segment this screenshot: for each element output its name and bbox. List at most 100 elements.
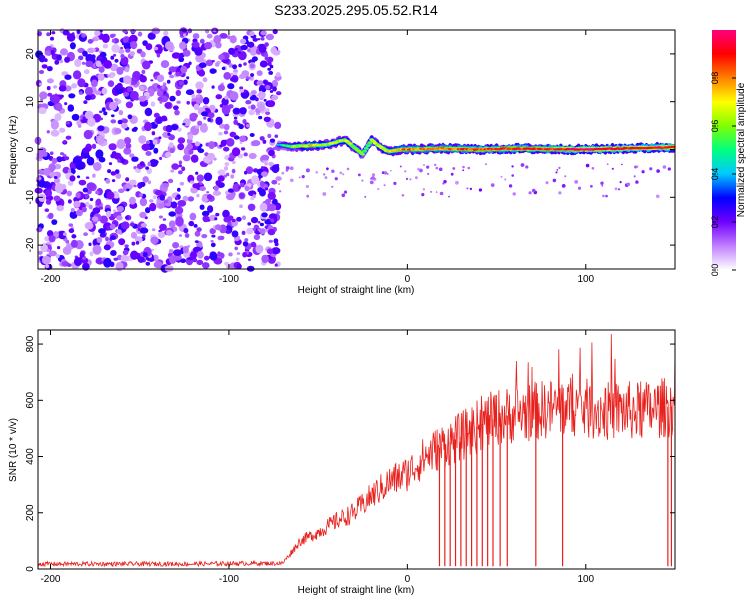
noise-blob: [250, 241, 256, 248]
noise-blob: [168, 220, 176, 229]
noise-blob: [271, 94, 279, 101]
noise-blob: [224, 261, 230, 266]
noise-blob: [55, 254, 60, 259]
noise-blob: [177, 143, 185, 151]
noise-blob: [178, 80, 184, 86]
noise-blob: [242, 215, 246, 220]
noise-blob: [215, 94, 223, 100]
noise-blob: [205, 59, 214, 67]
signal-speck: [326, 167, 329, 171]
noise-blob: [267, 203, 277, 212]
noise-blob: [99, 51, 107, 58]
signal-speck: [358, 173, 361, 177]
noise-blob: [96, 135, 105, 145]
noise-blob: [72, 70, 82, 80]
noise-blob: [198, 62, 207, 68]
snr-panel: -200 -100 0 100 0 200 400 600 800 Height of str…: [8, 329, 676, 596]
noise-blob: [261, 171, 268, 177]
noise-blob: [86, 182, 96, 191]
noise-blob: [46, 86, 51, 91]
noise-blob: [239, 89, 245, 93]
noise-blob: [257, 38, 261, 41]
y-tick-label: 10: [25, 96, 36, 108]
noise-blob: [271, 247, 281, 255]
signal-speck: [564, 175, 567, 178]
noise-blob: [145, 207, 151, 214]
noise-blob: [75, 210, 81, 216]
noise-blob: [36, 139, 41, 144]
noise-blob: [170, 201, 178, 209]
signal-speck: [606, 163, 609, 166]
noise-blob: [242, 241, 249, 247]
noise-blob: [46, 78, 54, 84]
noise-blob: [231, 147, 241, 157]
noise-blob: [256, 80, 265, 86]
noise-blob: [140, 223, 147, 228]
signal-speck: [323, 173, 326, 176]
signal-trace-segment: [670, 145, 676, 148]
noise-blob: [196, 174, 204, 182]
noise-blob: [62, 166, 71, 174]
noise-blob: [129, 179, 137, 186]
signal-speck: [467, 166, 471, 170]
signal-speck: [602, 194, 605, 198]
signal-speck: [485, 163, 487, 166]
noise-blob: [199, 186, 206, 192]
noise-blob: [130, 41, 138, 50]
heatmap-x-axis: -200 -100 0 100: [40, 30, 595, 285]
noise-blob: [195, 125, 200, 129]
noise-blob: [110, 235, 116, 240]
noise-blob: [261, 254, 269, 264]
noise-blob: [135, 241, 140, 245]
signal-speck: [339, 171, 343, 175]
signal-speck: [585, 163, 590, 168]
noise-blob: [210, 240, 214, 243]
noise-blob: [141, 69, 146, 75]
noise-blob: [137, 227, 141, 232]
noise-blob: [259, 60, 268, 68]
noise-blob: [38, 82, 43, 86]
noise-blob: [217, 175, 225, 182]
noise-blob: [246, 124, 250, 128]
noise-blob: [221, 66, 226, 71]
noise-blob: [60, 152, 64, 156]
signal-speck: [556, 169, 559, 171]
noise-blob: [122, 36, 131, 44]
signal-speck: [342, 173, 345, 176]
noise-blob: [260, 30, 267, 36]
noise-blob: [195, 171, 199, 175]
signal-speck: [649, 167, 653, 171]
noise-blob: [152, 195, 157, 200]
noise-blob: [101, 58, 106, 62]
noise-blob: [191, 93, 196, 99]
noise-blob: [125, 143, 132, 149]
noise-blob: [64, 56, 71, 63]
snr-x-label: Height of straight line (km): [298, 585, 415, 596]
noise-blob: [157, 202, 165, 209]
noise-blob: [36, 176, 42, 181]
colorbar-tick-label: 0.6: [710, 120, 720, 133]
signal-speck: [600, 181, 604, 185]
noise-blob: [264, 53, 269, 58]
noise-blob: [177, 137, 186, 144]
noise-blob: [227, 83, 235, 90]
noise-blob: [157, 84, 161, 89]
noise-blob: [206, 194, 213, 200]
colorbar-tick-label: 0.2: [710, 216, 720, 229]
noise-blob: [219, 33, 228, 39]
noise-blob: [248, 109, 255, 116]
noise-blob: [215, 116, 223, 126]
noise-blob: [129, 153, 135, 158]
noise-blob: [218, 132, 223, 136]
noise-blob: [66, 263, 72, 267]
noise-blob: [201, 210, 210, 217]
noise-blob: [196, 227, 202, 233]
noise-blob: [40, 243, 48, 253]
noise-blob: [91, 48, 96, 52]
noise-blob: [154, 189, 163, 196]
noise-blob: [239, 107, 247, 115]
noise-blob: [49, 151, 54, 155]
noise-blob: [268, 161, 274, 167]
noise-blob: [239, 135, 247, 143]
noise-blob: [178, 160, 183, 165]
